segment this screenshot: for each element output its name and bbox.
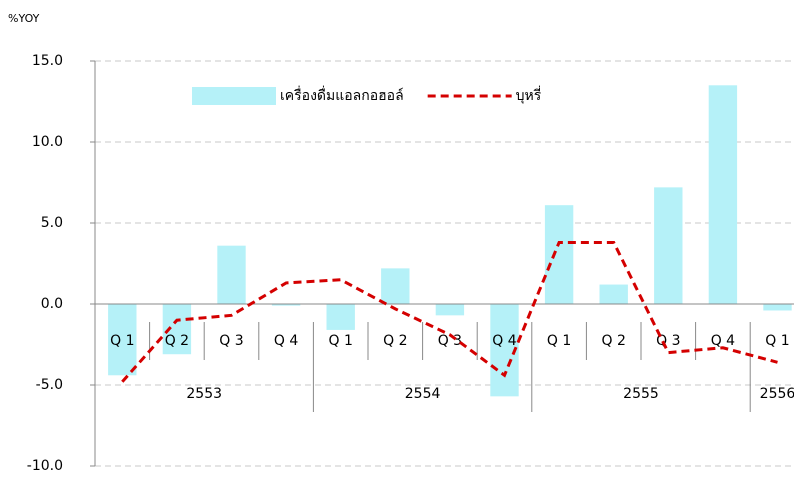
bar [271,304,301,306]
y-tick-label: -10.0 [27,458,63,474]
x-tick-label: Q 3 [656,333,680,349]
group-label: 2555 [623,386,659,402]
x-tick-label: Q 3 [219,333,243,349]
y-tick-label: 15.0 [32,53,63,69]
x-tick-label: Q 1 [329,333,353,349]
y-axis-label: %YOY [8,12,40,25]
x-tick-label: Q 4 [492,333,516,349]
legend-label: เครื่องดื่มแอลกอฮอล์ [280,86,404,104]
x-tick-label: Q 1 [765,333,789,349]
bar [708,85,738,304]
x-tick-label: Q 2 [165,333,189,349]
group-label: 2553 [186,386,222,402]
line [121,240,778,383]
x-tick-label: Q 4 [274,333,298,349]
bar [326,304,355,330]
x-tick-label: Q 1 [110,333,134,349]
legend-label: บุหรี่ [516,86,542,104]
x-tick-label: Q 2 [602,333,626,349]
bar [763,304,792,311]
bar [599,284,628,304]
x-tick-label: Q 4 [711,333,735,349]
x-tick-label: Q 1 [547,333,571,349]
x-tick-label: Q 2 [383,333,407,349]
legend-swatch [192,87,276,105]
group-label: 2556 [760,386,794,402]
bar [217,245,246,304]
y-tick-label: -5.0 [36,377,63,393]
y-tick-label: 0.0 [41,296,63,312]
bar [381,268,410,304]
y-tick-label: 10.0 [32,134,63,150]
bar [654,187,683,304]
group-label: 2554 [405,386,441,402]
bar [435,304,465,316]
y-tick-label: 5.0 [41,215,63,231]
bar [108,304,137,376]
x-tick-label: Q 3 [438,333,462,349]
bar [544,205,574,304]
